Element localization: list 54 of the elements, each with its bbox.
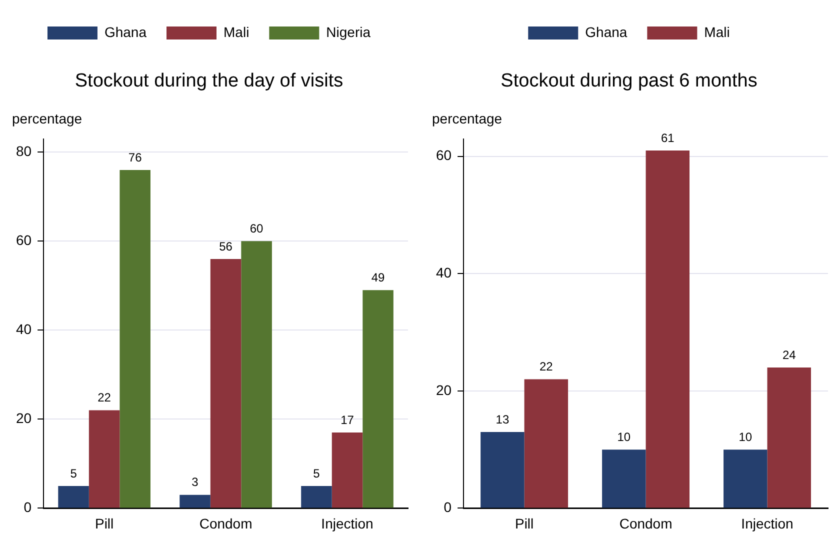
legend-label: Mali — [704, 24, 730, 40]
chart-title: Stockout during past 6 months — [500, 70, 758, 92]
bar — [602, 450, 646, 508]
x-tick-label: Condom — [199, 515, 252, 532]
chart-title: Stockout during the day of visits — [74, 70, 344, 92]
data-label: 10 — [617, 430, 631, 444]
y-tick-label: 0 — [444, 499, 452, 516]
data-label: 61 — [660, 130, 675, 145]
bar — [332, 432, 363, 508]
data-label: 5 — [70, 466, 78, 480]
bar — [301, 486, 332, 508]
y-tick-label: 60 — [16, 232, 32, 248]
data-label: 3 — [192, 475, 199, 490]
data-label: 10 — [738, 430, 752, 444]
legend-label: Nigeria — [326, 24, 371, 40]
data-label: 49 — [371, 270, 386, 284]
data-label: 22 — [539, 360, 554, 374]
data-label: 56 — [219, 239, 233, 254]
y-tick-label: 20 — [436, 382, 452, 398]
data-label: 13 — [496, 412, 510, 426]
data-label: 76 — [128, 150, 142, 164]
y-tick-label: 60 — [436, 147, 452, 164]
x-tick-label: Condom — [619, 515, 672, 532]
legend-label: Ghana — [104, 24, 147, 40]
x-tick-label: Pill — [514, 515, 534, 532]
bar — [480, 432, 524, 508]
bar — [120, 170, 150, 508]
data-label: 17 — [340, 412, 354, 427]
bar — [88, 410, 120, 508]
y-axis-title: percentage — [12, 110, 82, 127]
y-tick-label: 40 — [16, 321, 32, 338]
bar — [210, 258, 242, 508]
bar — [646, 150, 690, 508]
bar — [180, 494, 210, 508]
y-tick-label: 20 — [16, 410, 32, 426]
legend-label: Ghana — [585, 24, 628, 40]
bar — [767, 367, 811, 508]
bar — [241, 241, 272, 508]
data-label: 24 — [782, 348, 796, 362]
y-tick-label: 80 — [16, 143, 32, 160]
x-tick-label: Injection — [321, 515, 374, 532]
data-label: 5 — [313, 466, 320, 480]
bar — [724, 450, 768, 508]
x-tick-label: Injection — [741, 515, 794, 532]
data-label: 22 — [98, 390, 112, 405]
bar — [362, 290, 394, 508]
data-label: 60 — [250, 221, 264, 236]
bar — [524, 379, 568, 508]
y-tick-label: 40 — [436, 264, 452, 281]
x-tick-label: Pill — [94, 515, 114, 532]
y-tick-label: 0 — [24, 499, 32, 516]
legend-label: Mali — [224, 24, 250, 40]
y-axis-title: percentage — [432, 110, 502, 127]
bar — [58, 486, 89, 508]
